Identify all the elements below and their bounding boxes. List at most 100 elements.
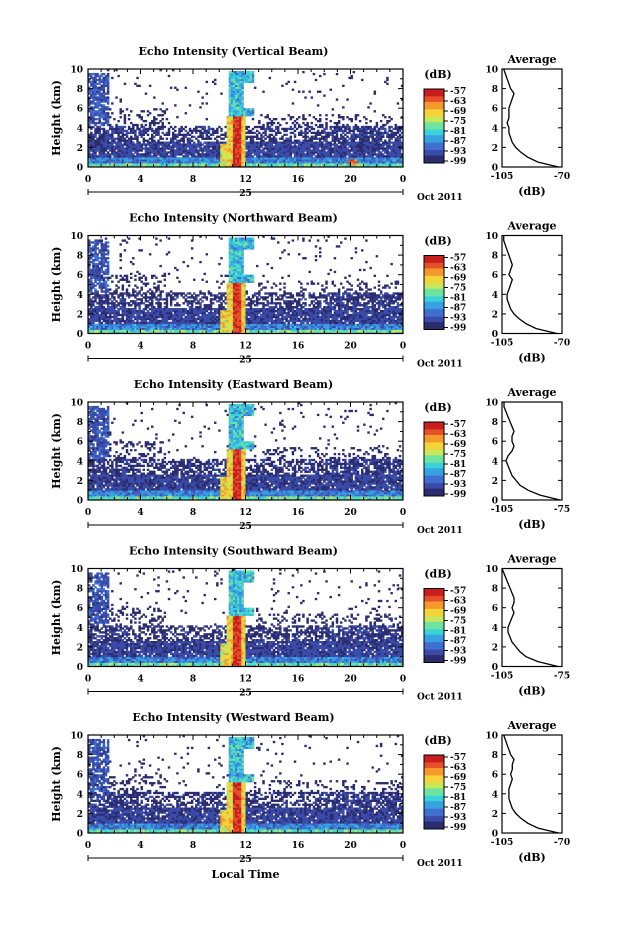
heatmap-cell [222, 153, 225, 156]
heatmap-cell [193, 149, 196, 152]
heatmap-cell [285, 137, 288, 140]
heatmap-cell [146, 290, 150, 293]
heatmap-cell [100, 274, 104, 278]
heatmap-cell [247, 153, 251, 156]
heatmap-cell [323, 151, 326, 154]
heatmap-cell [369, 151, 372, 154]
heatmap-cell [209, 159, 213, 162]
heatmap-cell [264, 157, 267, 160]
heatmap-cell [371, 145, 374, 148]
heatmap-cell [300, 143, 303, 146]
heatmap-cell [218, 141, 221, 144]
heatmap-cell [325, 161, 328, 164]
heatmap-cell [142, 308, 146, 311]
heatmap-cell [138, 143, 141, 146]
heatmap-cell [111, 127, 114, 131]
heatmap-cell [92, 80, 95, 84]
heatmap-cell [184, 125, 188, 129]
x-tick-label: 0 [85, 175, 91, 185]
heatmap-cell [199, 106, 202, 109]
heatmap-cell [186, 163, 190, 166]
heatmap-cell [102, 76, 106, 80]
heatmap-cell [235, 135, 238, 138]
heatmap-cell [174, 125, 177, 129]
heatmap-cell [132, 155, 135, 158]
heatmap-cell [157, 131, 160, 135]
heatmap-cell [308, 137, 311, 140]
heatmap-cell [232, 141, 236, 144]
heatmap-cell [382, 125, 385, 129]
heatmap-cell [298, 149, 301, 152]
heatmap-cell [390, 118, 393, 121]
heatmap-cell [392, 153, 395, 156]
heatmap-cell [226, 149, 230, 152]
heatmap-cell [388, 141, 391, 144]
heatmap-cell [228, 114, 232, 117]
heatmap-cell [256, 145, 259, 148]
heatmap-cell [375, 145, 379, 148]
heatmap-cell [369, 161, 372, 164]
heatmap-cell [249, 114, 253, 117]
heatmap-cell [228, 153, 232, 156]
heatmap-cell [394, 125, 398, 129]
heatmap-cell [218, 286, 221, 289]
heatmap-cell [106, 123, 110, 127]
heatmap-cell [241, 155, 244, 158]
heatmap-cell [125, 161, 129, 164]
heatmap-cell [346, 131, 349, 135]
heatmap-cell [184, 155, 188, 158]
heatmap-cell [121, 159, 125, 162]
heatmap-cell [239, 125, 242, 129]
heatmap-cell [111, 147, 114, 150]
heatmap-cell [136, 155, 139, 158]
heatmap-cell [174, 292, 177, 295]
heatmap-cell [195, 127, 198, 131]
heatmap-cell [400, 157, 404, 160]
heatmap-cell [266, 159, 269, 162]
heatmap-cell [104, 280, 108, 283]
heatmap-cell [98, 114, 101, 117]
heatmap-cell [289, 165, 293, 168]
heatmap-cell [367, 135, 370, 138]
heatmap-cell [266, 127, 269, 131]
heatmap-cell [319, 153, 322, 156]
heatmap-cell [230, 155, 234, 158]
colorbar-swatch [424, 161, 444, 164]
heatmap-cell [184, 159, 188, 162]
heatmap-cell [251, 161, 255, 164]
heatmap-cell [104, 163, 108, 166]
heatmap-cell [371, 157, 374, 160]
heatmap-cell [377, 165, 381, 168]
x-tick-label: 20 [344, 175, 357, 185]
heatmap-cell [361, 145, 364, 148]
heatmap-cell [316, 141, 320, 144]
heatmap-cell [319, 118, 322, 121]
heatmap-cell [277, 121, 280, 125]
heatmap-cell [226, 137, 230, 140]
heatmap-cell [256, 135, 259, 138]
heatmap-cell [96, 74, 99, 78]
heatmap-cell [115, 131, 118, 135]
heatmap-cell [235, 72, 238, 76]
heatmap-cell [369, 141, 372, 144]
heatmap-cell [190, 149, 194, 152]
heatmap-cell [396, 155, 400, 158]
heatmap-cell [346, 165, 349, 168]
heatmap-cell [281, 153, 284, 156]
heatmap-cell [346, 116, 349, 119]
heatmap-cell [340, 116, 343, 119]
heatmap-cell [176, 143, 179, 146]
heatmap-cell [390, 133, 393, 136]
heatmap-cell [373, 90, 377, 93]
heatmap-cell [132, 153, 135, 156]
heatmap-cell [247, 112, 251, 115]
heatmap-cell [205, 145, 209, 148]
heatmap-cell [90, 298, 93, 301]
heatmap-cell [117, 131, 120, 135]
heatmap-cell [190, 129, 194, 133]
heatmap-cell [94, 159, 97, 162]
colorbar-swatch [424, 92, 444, 95]
heatmap-cell [384, 123, 387, 127]
heatmap-cell [300, 133, 303, 136]
heatmap-cell [113, 159, 116, 162]
